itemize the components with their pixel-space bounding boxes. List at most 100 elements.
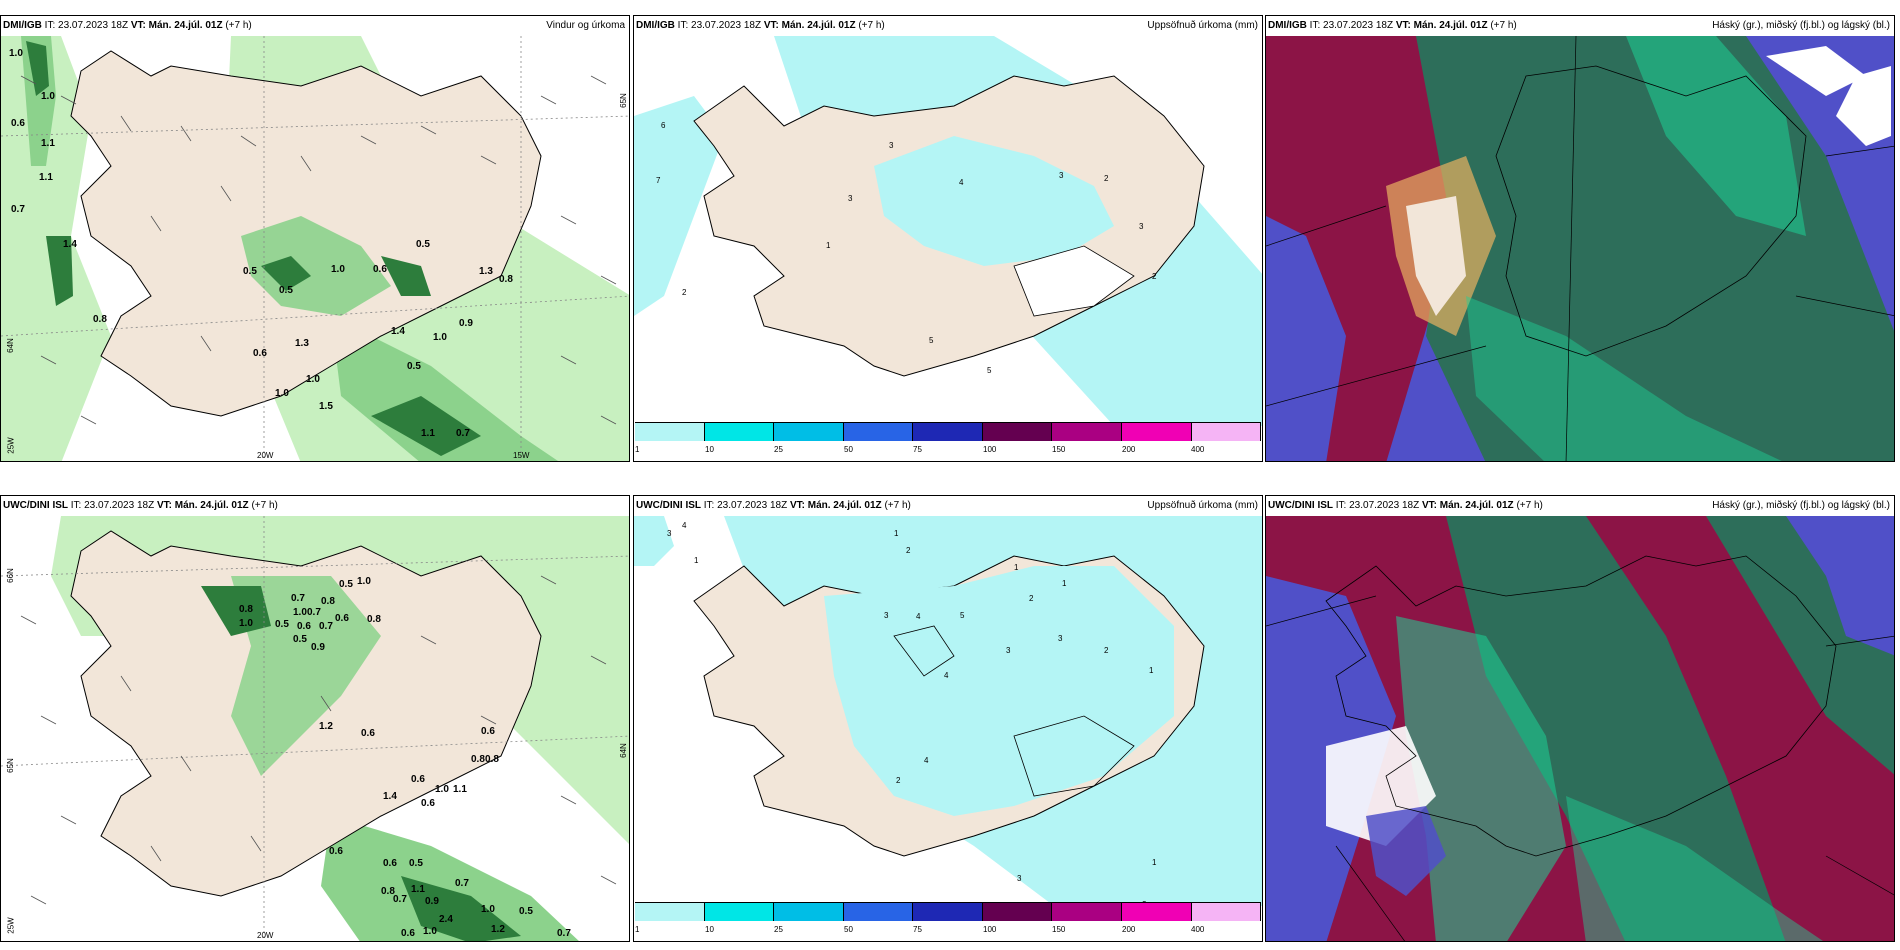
precip-map-svg xyxy=(634,36,1262,426)
lead-time: (+7 h) xyxy=(858,20,885,31)
lon-label: 25W xyxy=(6,437,16,454)
colorbar-tick: 200 xyxy=(1122,445,1136,454)
precip-amount: 3 xyxy=(667,529,672,538)
precip-amount: 6 xyxy=(661,121,666,130)
init-time: IT: 23.07.2023 18Z xyxy=(703,500,788,511)
lon-label: 25W xyxy=(6,917,16,934)
colorbar-bin xyxy=(982,423,1053,441)
precip-amount: 3 xyxy=(884,611,889,620)
cloud-map xyxy=(1266,516,1894,941)
colorbar xyxy=(635,422,1262,441)
precip-amount: 3 xyxy=(889,141,894,150)
precip-value: 0.8 xyxy=(499,274,513,285)
precip-value: 0.6 xyxy=(253,348,267,359)
precip-value: 1.3 xyxy=(295,338,309,349)
precip-value: 1.2 xyxy=(319,721,333,732)
cloud-map-svg xyxy=(1266,516,1894,941)
panel-uwc-precip: UWC/DINI ISL IT: 23.07.2023 18Z VT: Mán.… xyxy=(633,495,1263,942)
colorbar-tick: 75 xyxy=(913,445,922,454)
panel-header: DMI/IGB IT: 23.07.2023 18Z VT: Mán. 24.j… xyxy=(1,16,629,36)
precip-value: 0.5 xyxy=(243,266,257,277)
precip-amount: 3 xyxy=(1006,646,1011,655)
precip-value: 1.0 xyxy=(275,388,289,399)
colorbar-tick: 25 xyxy=(774,445,783,454)
precip-amount: 2 xyxy=(1029,594,1034,603)
panel-header: DMI/IGB IT: 23.07.2023 18Z VT: Mán. 24.j… xyxy=(634,16,1262,36)
colorbar-bin xyxy=(635,423,705,441)
colorbar-bin xyxy=(704,903,775,921)
colorbar-tick: 100 xyxy=(983,445,997,454)
init-time: IT: 23.07.2023 18Z xyxy=(1335,500,1420,511)
panel-dmi-wind: DMI/IGB IT: 23.07.2023 18Z VT: Mán. 24.j… xyxy=(0,15,630,462)
precip-value: 0.8 xyxy=(485,754,499,765)
cloud-map xyxy=(1266,36,1894,461)
precip-amount: 1 xyxy=(1014,563,1019,572)
model-name: DMI/IGB xyxy=(3,20,42,31)
panel-uwc-wind: UWC/DINI ISL IT: 23.07.2023 18Z VT: Mán.… xyxy=(0,495,630,942)
precip-amount: 2 xyxy=(682,288,687,297)
precip-amount: 3 xyxy=(1017,874,1022,883)
colorbar-ticks: 1 10 25 50 75 100 150 200 400 xyxy=(635,442,1261,460)
panel-title: Háský (gr.), miðský (fj.bl.) og lágský (… xyxy=(1712,500,1890,511)
precip-value: 0.9 xyxy=(311,642,325,653)
precip-value: 1.0 xyxy=(9,48,23,59)
precip-value: 0.8 xyxy=(321,596,335,607)
precip-amount: 4 xyxy=(959,178,964,187)
precip-amount: 1 xyxy=(894,529,899,538)
precip-value: 1.0 xyxy=(306,374,320,385)
precip-amount: 1 xyxy=(694,556,699,565)
colorbar-ticks: 1 10 25 50 75 100 150 200 400 xyxy=(635,922,1261,940)
valid-time: Mán. 24.júl. 01Z xyxy=(1439,500,1514,511)
precip-value: 1.0 xyxy=(331,264,345,275)
precip-value: 0.6 xyxy=(383,858,397,869)
colorbar-tick: 150 xyxy=(1052,925,1066,934)
model-name: UWC/DINI ISL xyxy=(1268,500,1333,511)
valid-label: VT: xyxy=(1395,20,1411,31)
precip-amount: 4 xyxy=(916,612,921,621)
precip-map: 3 4 1 1 2 1 1 2 3 4 5 4 3 2 3 1 4 2 1 3 … xyxy=(634,516,1262,941)
precip-value: 1.4 xyxy=(391,326,405,337)
panel-header: UWC/DINI ISL IT: 23.07.2023 18Z VT: Mán.… xyxy=(634,496,1262,516)
lon-label: 15W xyxy=(513,451,530,460)
colorbar-tick: 50 xyxy=(844,925,853,934)
precip-amount: 3 xyxy=(1059,171,1064,180)
colorbar-tick: 1 xyxy=(635,445,640,454)
precip-value: 1.1 xyxy=(421,428,435,439)
precip-value: 1.5 xyxy=(319,401,333,412)
valid-time: Mán. 24.júl. 01Z xyxy=(807,500,882,511)
wind-map-svg xyxy=(1,36,629,461)
colorbar-bin xyxy=(913,423,983,441)
colorbar-tick: 10 xyxy=(705,925,714,934)
precip-value: 0.5 xyxy=(339,579,353,590)
panel-header: DMI/IGB IT: 23.07.2023 18Z VT: Mán. 24.j… xyxy=(1266,16,1894,36)
panel-title: Háský (gr.), miðský (fj.bl.) og lágský (… xyxy=(1712,20,1890,31)
precip-value: 0.5 xyxy=(409,858,423,869)
lead-time: (+7 h) xyxy=(1516,500,1543,511)
precip-value: 1.0 xyxy=(435,784,449,795)
precip-value: 1.1 xyxy=(39,172,53,183)
valid-label: VT: xyxy=(1421,500,1437,511)
panel-title: Uppsöfnuð úrkoma (mm) xyxy=(1147,20,1258,31)
colorbar-bin xyxy=(774,423,844,441)
init-time: IT: 23.07.2023 18Z xyxy=(70,500,155,511)
colorbar-tick: 400 xyxy=(1191,445,1205,454)
precip-value: 1.2 xyxy=(491,924,505,935)
precip-value: 0.6 xyxy=(11,118,25,129)
precip-amount: 1 xyxy=(1149,666,1154,675)
wind-map-svg xyxy=(1,516,629,941)
lead-time: (+7 h) xyxy=(225,20,252,31)
precip-value: 1.0 xyxy=(433,332,447,343)
precip-value: 0.7 xyxy=(393,894,407,905)
precip-amount: 1 xyxy=(826,241,831,250)
precip-value: 1.0 xyxy=(481,904,495,915)
precip-amount: 4 xyxy=(682,521,687,530)
precip-value: 0.5 xyxy=(275,619,289,630)
precip-value: 0.8 xyxy=(381,886,395,897)
precip-amount: 3 xyxy=(848,194,853,203)
precip-value: 1.0 xyxy=(293,607,307,618)
valid-label: VT: xyxy=(130,20,146,31)
init-time: IT: 23.07.2023 18Z xyxy=(1309,20,1394,31)
precip-value: 0.7 xyxy=(557,928,571,939)
precip-value: 0.7 xyxy=(307,607,321,618)
precip-value: 0.8 xyxy=(471,754,485,765)
